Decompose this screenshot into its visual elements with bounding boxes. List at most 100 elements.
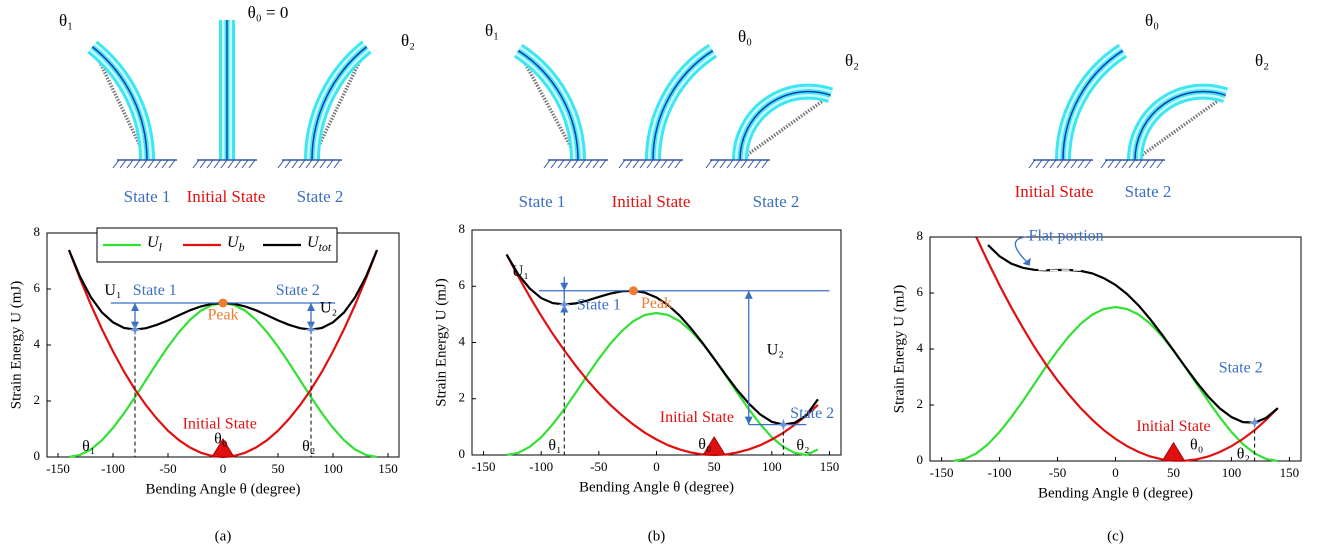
base-hatch — [1143, 160, 1149, 168]
x-tick-label: 50 — [1167, 465, 1180, 480]
base-hatch — [748, 160, 754, 168]
annotation: θ₂ — [796, 437, 809, 454]
base-hatch — [214, 160, 220, 168]
base-hatch — [1108, 160, 1114, 168]
base-hatch — [1064, 160, 1070, 168]
y-tick-label: 6 — [917, 284, 924, 299]
base-hatch — [292, 160, 298, 168]
diagram-label: θ₀ = 0 — [248, 3, 289, 22]
x-tick-label: -50 — [590, 459, 607, 474]
diagram-label: Initial State — [1015, 182, 1094, 201]
base-hatch — [572, 160, 578, 168]
plot-frame — [930, 237, 1301, 461]
base-hatch — [734, 160, 740, 168]
diagram-label: θ₁ — [485, 21, 499, 40]
base-hatch — [228, 160, 234, 168]
arrow-head — [307, 303, 315, 311]
annotation: State 2 — [790, 405, 834, 422]
base-hatch — [1122, 160, 1128, 168]
base-hatch — [661, 160, 667, 168]
base-hatch — [134, 160, 140, 168]
base-hatch — [127, 160, 133, 168]
y-tick-label: 0 — [917, 452, 924, 467]
diagram-label: Initial State — [612, 192, 691, 211]
base-hatch — [299, 160, 305, 168]
x-tick-label: -50 — [159, 461, 176, 476]
diagram-label: State 2 — [297, 187, 344, 206]
figure: θ₁ θ₀ = 0 θ₂ State 1 Initial State State 2 -15… — [0, 0, 1319, 552]
annotation: State 2 — [1219, 359, 1263, 376]
y-tick-label: 6 — [459, 277, 466, 292]
annotation: Initial State — [1136, 418, 1210, 435]
series-line — [976, 237, 1277, 460]
base-hatch — [727, 160, 733, 168]
diagram-label: θ₂ — [1255, 51, 1269, 70]
annotation: θ₀ — [1190, 436, 1203, 453]
base-hatch — [647, 160, 653, 168]
base-hatch — [278, 160, 284, 168]
base-hatch — [155, 160, 161, 168]
base-hatch — [162, 160, 168, 168]
base-hatch — [668, 160, 674, 168]
arrow-head — [131, 303, 139, 311]
arrow-head — [560, 283, 568, 291]
base-hatch — [306, 160, 312, 168]
x-tick-label: 0 — [220, 461, 227, 476]
annotation: U₁ — [104, 282, 121, 299]
diagram-label: State 1 — [124, 187, 171, 206]
base-hatch — [242, 160, 248, 168]
x-tick-label: 100 — [1222, 465, 1242, 480]
y-tick-label: 2 — [34, 392, 41, 407]
series-line — [507, 255, 818, 425]
panel-caption: (b) — [648, 528, 666, 544]
x-tick-label: 150 — [1280, 465, 1300, 480]
base-hatch — [654, 160, 660, 168]
diagram-label: θ₀ — [1145, 11, 1159, 30]
base-hatch — [1101, 160, 1107, 168]
y-tick-label: 4 — [917, 340, 924, 355]
base-hatch — [706, 160, 712, 168]
base-hatch — [193, 160, 199, 168]
x-tick-label: 0 — [653, 459, 660, 474]
diagram-label: State 1 — [519, 192, 566, 211]
base-hatch — [285, 160, 291, 168]
base-hatch — [713, 160, 719, 168]
annotation: Initial State — [660, 409, 734, 426]
y-tick-label: 0 — [459, 446, 466, 461]
x-tick-label: 100 — [762, 459, 782, 474]
x-tick-label: 0 — [1112, 465, 1119, 480]
state-marker — [305, 324, 317, 336]
base-hatch — [113, 160, 119, 168]
y-tick-label: 4 — [34, 336, 41, 351]
x-tick-label: -100 — [988, 465, 1012, 480]
x-tick-label: -150 — [472, 459, 496, 474]
y-tick-label: 8 — [34, 224, 41, 239]
annotation: Flat portion — [1029, 228, 1104, 245]
x-tick-label: -50 — [1049, 465, 1066, 480]
base-hatch — [633, 160, 639, 168]
annotation: U₂ — [767, 342, 784, 359]
arrow-head — [745, 417, 753, 425]
base-hatch — [120, 160, 126, 168]
diagram-label: State 2 — [753, 192, 800, 211]
base-hatch — [1129, 160, 1135, 168]
x-tick-label: 150 — [820, 459, 840, 474]
base-hatch — [1078, 160, 1084, 168]
x-tick-label: 100 — [323, 461, 343, 476]
annotation: State 1 — [577, 297, 621, 314]
annotation: U₂ — [320, 299, 337, 316]
legend-subscript: b — [239, 240, 245, 254]
base-hatch — [741, 160, 747, 168]
base-hatch — [200, 160, 206, 168]
base-hatch — [334, 160, 340, 168]
diagram-label: θ₂ — [401, 31, 415, 50]
base-hatch — [1115, 160, 1121, 168]
x-tick-label: 150 — [378, 461, 398, 476]
base-hatch — [586, 160, 592, 168]
diagram-label: Initial State — [187, 187, 266, 206]
base-hatch — [320, 160, 326, 168]
base-hatch — [551, 160, 557, 168]
x-tick-label: -150 — [930, 465, 954, 480]
base-hatch — [1050, 160, 1056, 168]
annotation: Peak — [207, 306, 238, 323]
